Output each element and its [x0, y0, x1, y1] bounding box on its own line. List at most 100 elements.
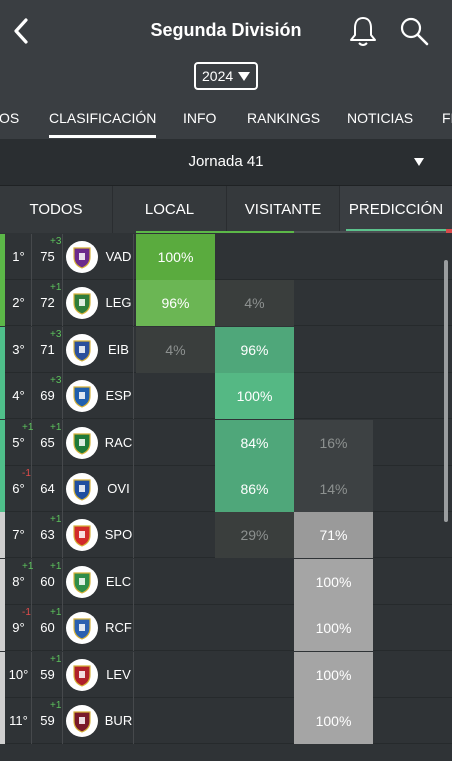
prediction-mid: 71%: [294, 512, 373, 559]
column-indicator-loss: [294, 231, 446, 233]
zone-marker: [0, 326, 5, 373]
prediction-promotion: 96%: [136, 280, 215, 327]
season-value: 2024: [202, 68, 234, 84]
search-icon[interactable]: [398, 14, 430, 48]
position-cell: 9°: [6, 605, 32, 652]
position-cell: 10°: [6, 651, 32, 698]
table-row[interactable]: 7° 63 +1 SPO 29% 71%: [0, 512, 452, 559]
points-cell: 75: [33, 234, 63, 280]
position-change: -1: [22, 468, 31, 479]
team-crest-icon: [66, 565, 98, 598]
table-row[interactable]: 8° +1 60 +1 ELC 100%: [0, 558, 452, 605]
position-cell: 5°: [6, 419, 32, 466]
tab-rankings[interactable]: RANKINGS: [247, 110, 321, 126]
team-crest-icon: [66, 473, 98, 505]
prediction-mid: 100%: [294, 698, 373, 744]
round-selector[interactable]: Jornada 41: [0, 139, 452, 186]
prediction-promotion: 4%: [136, 326, 215, 373]
points-cell: 71: [33, 326, 63, 373]
tab-clasificacion[interactable]: CLASIFICACIÓN: [49, 110, 157, 138]
points-change: +3: [50, 328, 62, 340]
team-abbreviation: LEV: [104, 651, 134, 698]
points-change: +3: [50, 375, 62, 387]
prediction-playoff: 84%: [215, 419, 294, 466]
tab-noticias[interactable]: NOTICIAS: [347, 110, 414, 126]
table-row[interactable]: 1° 75 +3 VAD 100%: [0, 234, 452, 280]
team-abbreviation: SPO: [104, 512, 134, 559]
tab-info[interactable]: INFO: [183, 110, 217, 126]
position-cell: 11°: [6, 698, 32, 744]
zone-marker: [0, 558, 5, 605]
back-icon[interactable]: [8, 14, 34, 48]
team-abbreviation: ESP: [104, 373, 134, 420]
scrollbar[interactable]: [444, 260, 448, 522]
position-cell: 1°: [6, 234, 32, 280]
table-row[interactable]: 2° 72 +1 LEG 96% 4%: [0, 280, 452, 327]
team-abbreviation: VAD: [104, 234, 134, 280]
zone-marker: [0, 234, 5, 280]
prediction-playoff: 96%: [215, 326, 294, 373]
table-row[interactable]: 3° 71 +3 EIB 4% 96%: [0, 326, 452, 373]
table-row[interactable]: 11° 59 +1 BUR 100%: [0, 698, 452, 744]
bell-icon[interactable]: [348, 14, 378, 48]
points-change: +1: [50, 514, 62, 526]
points-cell: 59: [33, 651, 63, 698]
zone-marker: [0, 512, 5, 559]
filter-indicator-edge: [446, 229, 452, 233]
team-crest-icon: [66, 426, 98, 459]
table-row[interactable]: 10° 59 +1 LEV 100%: [0, 651, 452, 698]
points-change: +1: [50, 653, 62, 665]
zone-marker: [0, 280, 5, 327]
points-cell: 65: [33, 419, 63, 466]
team-crest-icon: [66, 333, 98, 366]
position-cell: 4°: [6, 373, 32, 420]
prediction-playoff: 29%: [215, 512, 294, 559]
team-crest-icon: [66, 519, 98, 552]
table-row[interactable]: 9° -1 60 +1 RCF 100%: [0, 605, 452, 652]
table-row[interactable]: 5° +1 65 +1 RAC 84% 16%: [0, 419, 452, 466]
prediction-playoff: 86%: [215, 466, 294, 512]
points-change: +1: [50, 700, 62, 711]
prediction-mid: 100%: [294, 605, 373, 652]
table-row[interactable]: 6° -1 64 OVI 86% 14%: [0, 466, 452, 512]
team-abbreviation: OVI: [104, 466, 134, 512]
team-abbreviation: EIB: [104, 326, 134, 373]
zone-marker: [0, 466, 5, 512]
team-crest-icon: [66, 705, 98, 737]
team-crest-icon: [66, 658, 98, 691]
points-change: +1: [50, 560, 62, 572]
filter-todos[interactable]: TODOS: [0, 186, 113, 233]
position-change: +1: [22, 560, 34, 572]
tab-partial-left[interactable]: OS: [0, 110, 20, 126]
season-select[interactable]: 2024: [194, 62, 258, 90]
team-abbreviation: ELC: [104, 558, 134, 605]
team-abbreviation: BUR: [104, 698, 134, 744]
chevron-down-icon: [414, 158, 424, 166]
filter-prediccion[interactable]: PREDICCIÓN: [340, 186, 452, 233]
tab-partial-right[interactable]: FI: [442, 110, 452, 126]
position-cell: 2°: [6, 280, 32, 327]
team-crest-icon: [66, 380, 98, 413]
points-change: +1: [50, 607, 62, 619]
table-row[interactable]: 4° 69 +3 ESP 100%: [0, 373, 452, 420]
points-cell: 63: [33, 512, 63, 559]
filter-local[interactable]: LOCAL: [113, 186, 227, 233]
points-change: +1: [50, 282, 62, 294]
team-crest-icon: [66, 612, 98, 645]
prediction-mid: 16%: [294, 419, 373, 466]
position-change: -1: [22, 607, 31, 619]
round-label: Jornada 41: [188, 153, 264, 170]
zone-marker: [0, 605, 5, 652]
filter-visitante[interactable]: VISITANTE: [227, 186, 340, 233]
points-cell: 64: [33, 466, 63, 512]
points-cell: 69: [33, 373, 63, 420]
page-title: Segunda División: [150, 20, 302, 40]
chevron-down-icon: [238, 72, 250, 81]
prediction-mid: 100%: [294, 651, 373, 698]
points-cell: 60: [33, 558, 63, 605]
zone-marker: [0, 419, 5, 466]
zone-marker: [0, 698, 5, 744]
filter-tabs: TODOS LOCAL VISITANTE PREDICCIÓN: [0, 186, 452, 233]
team-crest-icon: [66, 287, 98, 320]
team-abbreviation: LEG: [104, 280, 134, 327]
